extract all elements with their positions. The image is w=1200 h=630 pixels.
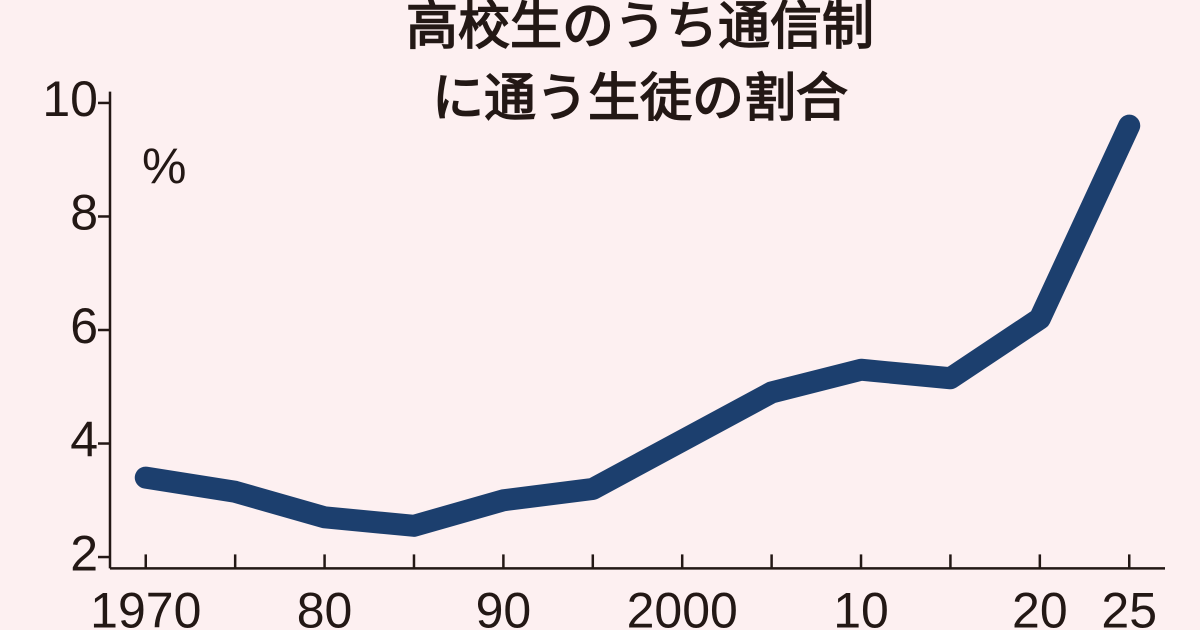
x-tick-label: 20 bbox=[1012, 583, 1068, 630]
x-tick-label: 1970 bbox=[90, 583, 201, 630]
data-line bbox=[134, 114, 1141, 537]
y-tick-label: 6 bbox=[70, 298, 98, 354]
y-unit: % bbox=[142, 138, 186, 194]
x-tick-label: 90 bbox=[476, 583, 532, 630]
y-tick-label: 2 bbox=[70, 525, 98, 581]
chart-title: 高校生のうち通信制 bbox=[406, 0, 874, 57]
chart-title: に通う生徒の割合 bbox=[432, 69, 848, 129]
x-tick-label: 2000 bbox=[627, 583, 738, 630]
y-tick-label: 4 bbox=[70, 412, 98, 468]
x-tick-label: 10 bbox=[833, 583, 889, 630]
x-tick-label: 80 bbox=[297, 583, 353, 630]
y-tick-label: 10 bbox=[42, 71, 98, 127]
y-tick-label: 8 bbox=[70, 185, 98, 241]
x-tick-label: 25 bbox=[1101, 583, 1157, 630]
